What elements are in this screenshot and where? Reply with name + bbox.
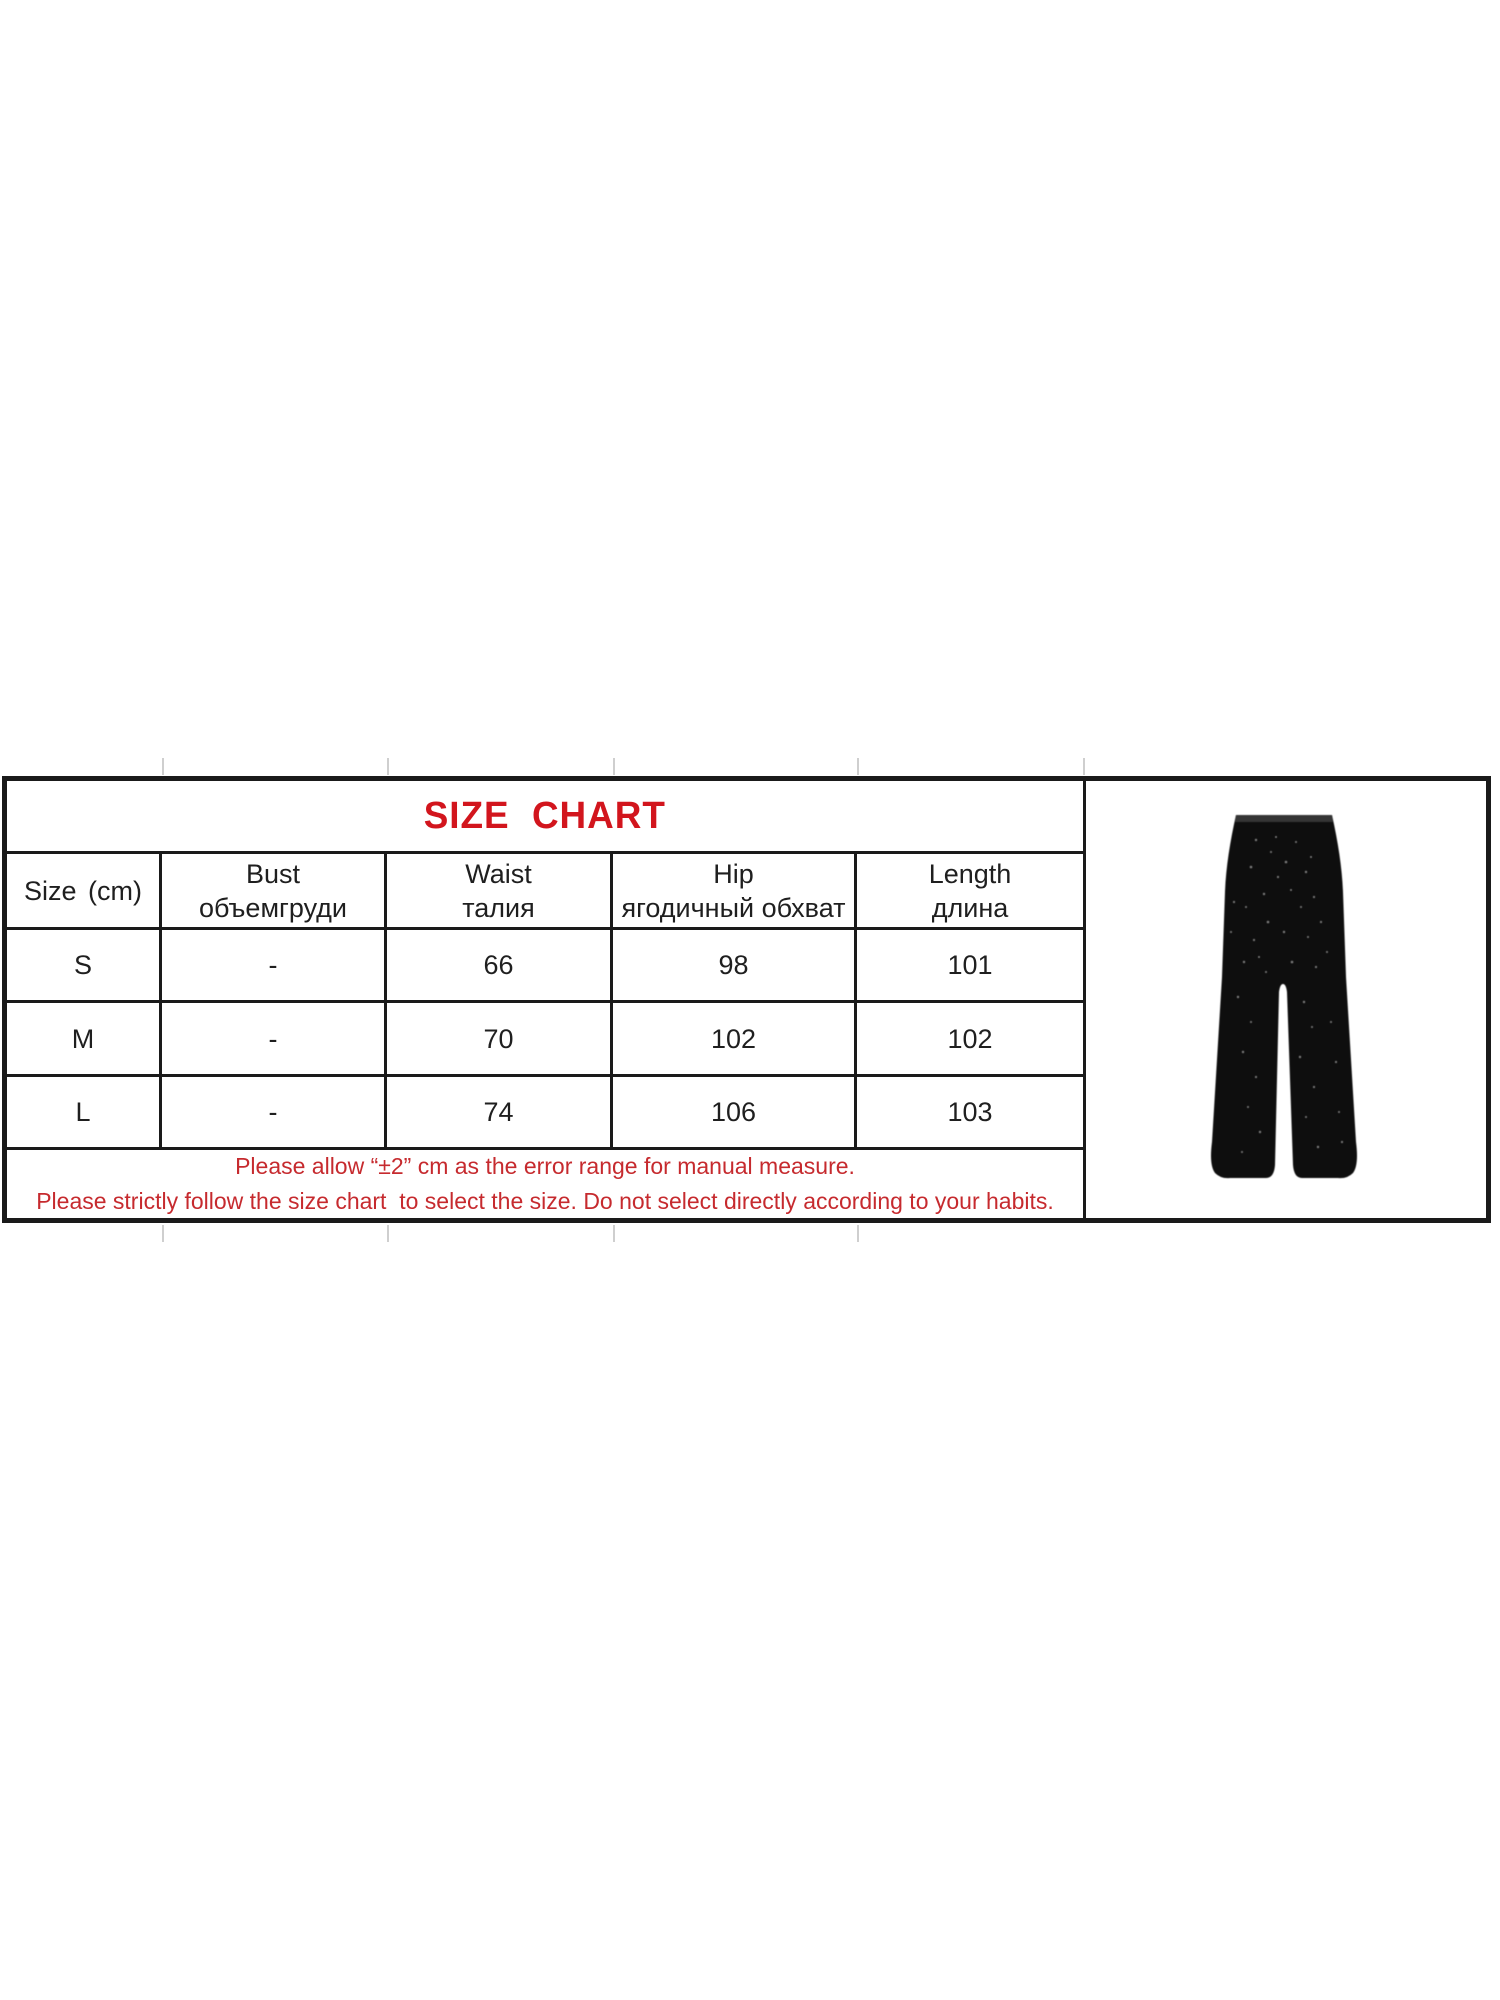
header-waist: Waist талия (387, 854, 613, 927)
pants-waistband (1235, 815, 1333, 822)
row-m-size: M (7, 1003, 162, 1074)
size-chart-table: SIZE CHART Size (cm) Bust объемгруди Wai… (7, 781, 1086, 1218)
row-s-length: 101 (947, 950, 993, 980)
ghost-tick (613, 758, 615, 775)
ghost-tick (162, 1225, 164, 1242)
header-hip-en: Hip (713, 858, 754, 889)
size-chart-header-row: Size (cm) Bust объемгруди Waist талия Hi… (7, 854, 1083, 930)
header-waist-ru: талия (462, 892, 535, 923)
header-hip: Hip ягодичный обхват (613, 854, 857, 927)
sequin-pants-image (1211, 815, 1357, 1179)
table-row-m: M - 70 102 102 (7, 1003, 1083, 1077)
pants-silhouette (1211, 815, 1357, 1179)
ghost-tick (162, 758, 164, 775)
ghost-tick (1083, 758, 1085, 775)
row-s-waist: 66 (387, 930, 613, 1000)
row-l-size: L (7, 1077, 162, 1147)
size-chart-box: SIZE CHART Size (cm) Bust объемгруди Wai… (2, 776, 1491, 1223)
header-length: Length длина (857, 854, 1083, 927)
row-m-hip: 102 (613, 1003, 857, 1074)
table-row-s: S - 66 98 101 (7, 930, 1083, 1003)
note-follow-chart: Please strictly follow the size chart to… (36, 1187, 1054, 1214)
row-m-waist: 70 (387, 1003, 613, 1074)
header-size-label: Size (cm) (24, 875, 142, 906)
ghost-tick (613, 1225, 615, 1242)
product-photo-cell (1086, 781, 1486, 1218)
header-bust-ru: объемгруди (198, 892, 348, 923)
row-l-length: 103 (947, 1097, 993, 1127)
ghost-tick (857, 758, 859, 775)
header-bust-en: Bust (245, 858, 301, 889)
size-chart-title: SIZE CHART (423, 794, 667, 837)
ghost-tick (387, 758, 389, 775)
ghost-tick (857, 1225, 859, 1242)
header-length-ru: длина (931, 892, 1009, 923)
ghost-tick (387, 1225, 389, 1242)
row-l-hip: 106 (613, 1077, 857, 1147)
row-l-bust: - (162, 1077, 387, 1147)
row-s-hip: 98 (613, 930, 857, 1000)
header-length-en: Length (928, 858, 1012, 889)
header-waist-en: Waist (465, 858, 532, 889)
row-l-waist: 74 (387, 1077, 613, 1147)
sequin-sparkles (1230, 836, 1344, 1153)
row-s-size: S (7, 930, 162, 1000)
header-hip-ru: ягодичный обхват (621, 892, 846, 923)
measure-notes: Please allow “±2” cm as the error range … (7, 1150, 1083, 1218)
row-s-bust: - (162, 930, 387, 1000)
size-chart-title-row: SIZE CHART (7, 781, 1083, 854)
row-m-length: 102 (947, 1023, 993, 1054)
header-size: Size (cm) (7, 854, 162, 927)
note-error-range: Please allow “±2” cm as the error range … (235, 1152, 855, 1179)
header-bust: Bust объемгруди (162, 854, 387, 927)
table-row-l: L - 74 106 103 (7, 1077, 1083, 1150)
row-m-bust: - (162, 1003, 387, 1074)
